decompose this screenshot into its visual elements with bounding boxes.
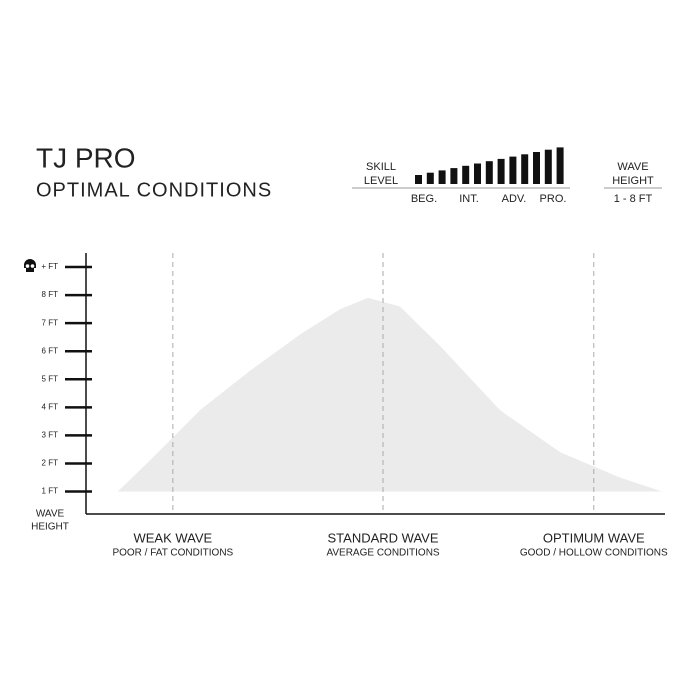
wave-height-label: HEIGHT: [612, 175, 654, 187]
skull-eye: [30, 264, 35, 268]
skill-bar: [450, 168, 458, 184]
skull-eye: [25, 264, 30, 268]
y-tick-label: 4 FT: [42, 402, 59, 411]
skill-bar: [438, 170, 446, 184]
y-tick-label: 1 FT: [42, 487, 59, 496]
y-tick-label: 6 FT: [42, 346, 59, 355]
y-tick-label: 2 FT: [42, 459, 59, 468]
skill-bar: [497, 158, 505, 184]
y-tick-label: 8 FT: [42, 290, 59, 299]
y-tick-label: + FT: [41, 262, 58, 271]
skill-bars: [415, 147, 564, 184]
y-tick-label: 7 FT: [42, 318, 59, 327]
y-tick-label: 3 FT: [42, 431, 59, 440]
skill-bar: [556, 147, 564, 184]
chart-title: TJ PRO: [36, 142, 136, 173]
skill-bar: [509, 156, 517, 184]
x-tick-sublabel: GOOD / HOLLOW CONDITIONS: [520, 548, 668, 559]
skill-level: PRO.: [540, 193, 567, 205]
y-axis-title: HEIGHT: [31, 522, 69, 533]
skill-label: LEVEL: [364, 175, 398, 187]
skull-icon: [24, 259, 36, 273]
x-tick-sublabel: POOR / FAT CONDITIONS: [112, 548, 233, 559]
skill-bar: [521, 154, 529, 184]
x-tick-label: STANDARD WAVE: [328, 530, 439, 545]
x-tick-label: WEAK WAVE: [133, 530, 212, 545]
x-tick-sublabel: AVERAGE CONDITIONS: [326, 548, 439, 559]
skill-bar: [474, 163, 481, 184]
skull-shape: [24, 259, 36, 273]
chart-subtitle: OPTIMAL CONDITIONS: [36, 179, 272, 201]
skill-bar: [533, 152, 540, 184]
skill-bar: [485, 161, 493, 184]
wave-area: [117, 297, 663, 492]
skill-label: SKILL: [366, 161, 396, 173]
skill-bar: [462, 165, 470, 184]
skill-bar: [426, 172, 434, 184]
y-axis-title: WAVE: [36, 509, 65, 520]
wave-height-label: WAVE: [617, 161, 648, 173]
skill-bar: [544, 149, 552, 184]
skill-level: INT.: [459, 193, 479, 205]
wave-height-range: 1 - 8 FT: [614, 193, 653, 205]
y-tick-label: 5 FT: [42, 374, 59, 383]
skill-level: ADV.: [502, 193, 527, 205]
skill-bar: [415, 175, 422, 184]
skill-level: BEG.: [411, 193, 437, 205]
x-tick-label: OPTIMUM WAVE: [543, 530, 645, 545]
